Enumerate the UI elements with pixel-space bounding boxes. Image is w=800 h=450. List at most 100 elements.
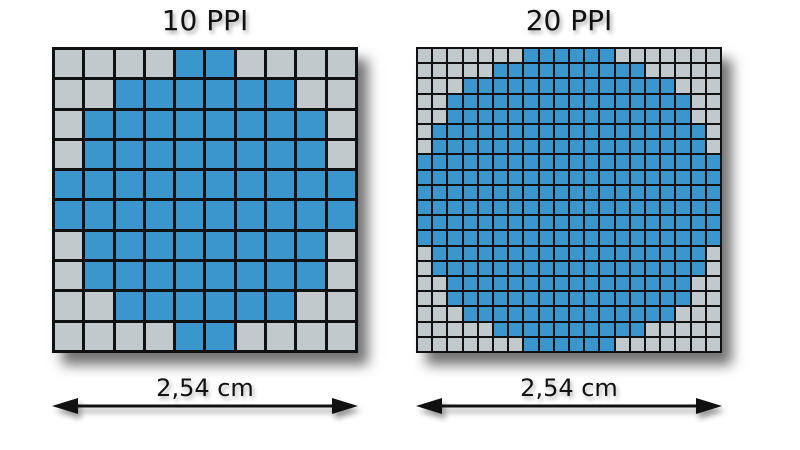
pixel-on — [630, 261, 644, 275]
pixel-on — [524, 322, 538, 336]
pixel-on — [85, 140, 113, 169]
pixel-on — [463, 246, 477, 260]
pixel-on — [539, 64, 553, 78]
pixel-off — [691, 292, 705, 306]
pixel-on — [676, 94, 690, 108]
pixel-on — [676, 140, 690, 154]
pixel-on — [661, 231, 675, 245]
pixel-on — [509, 200, 523, 215]
pixel-on — [554, 307, 568, 321]
pixel-on — [539, 276, 553, 291]
pixel-on — [524, 292, 538, 306]
pixel-on — [585, 79, 599, 93]
pixel-on — [509, 94, 523, 108]
pixel-on — [206, 292, 234, 320]
pixel-on — [524, 185, 538, 199]
pixel-on — [661, 140, 675, 154]
pixel-on — [554, 155, 568, 169]
pixel-on — [493, 140, 508, 154]
pixel-on — [206, 201, 234, 229]
pixel-on — [524, 155, 538, 169]
pixel-on — [478, 216, 492, 230]
pixel-on — [433, 140, 447, 154]
pixel-on — [691, 140, 705, 154]
pixel-on — [600, 292, 614, 306]
pixel-on — [236, 262, 265, 290]
pixel-on — [615, 231, 629, 245]
pixel-on — [509, 246, 523, 260]
pixel-on — [463, 140, 477, 154]
pixel-on — [463, 231, 477, 245]
pixel-on — [463, 94, 477, 108]
pixel-off — [418, 307, 432, 321]
pixel-on — [706, 170, 720, 184]
pixel-on — [600, 337, 614, 351]
pixel-on — [478, 109, 492, 123]
pixel-on — [448, 170, 462, 184]
pixel-off — [145, 322, 174, 350]
pixel-on — [630, 200, 644, 215]
pixel-on — [509, 79, 523, 93]
pixel-on — [539, 307, 553, 321]
pixel-on — [509, 170, 523, 184]
pixel-off — [478, 49, 492, 63]
pixel-on — [463, 79, 477, 93]
pixel-on — [569, 79, 584, 93]
width-label: 2,54 cm — [520, 374, 618, 402]
pixel-on — [600, 94, 614, 108]
pixel-on — [448, 216, 462, 230]
pixel-on — [297, 171, 325, 199]
pixel-off — [418, 124, 432, 139]
pixel-off — [463, 337, 477, 351]
pixel-off — [615, 49, 629, 63]
pixel-on — [645, 140, 660, 154]
pixel-off — [433, 79, 447, 93]
pixel-on — [509, 276, 523, 291]
pixel-on — [585, 246, 599, 260]
pixel-on — [145, 292, 174, 320]
pixel-on — [433, 246, 447, 260]
pixel-on — [206, 50, 234, 78]
pixel-on — [661, 307, 675, 321]
pixel-grid-10ppi — [52, 47, 358, 353]
pixel-on — [645, 307, 660, 321]
pixel-on — [661, 185, 675, 199]
pixel-off — [661, 49, 675, 63]
pixel-off — [630, 49, 644, 63]
pixel-on — [433, 216, 447, 230]
pixel-off — [691, 307, 705, 321]
pixel-on — [418, 200, 432, 215]
pixel-on — [554, 185, 568, 199]
pixel-on — [630, 170, 644, 184]
pixel-on — [554, 292, 568, 306]
pixel-on — [493, 79, 508, 93]
pixel-on — [554, 216, 568, 230]
pixel-on — [569, 216, 584, 230]
pixel-off — [418, 276, 432, 291]
pixel-on — [509, 124, 523, 139]
pixel-on — [493, 276, 508, 291]
pixel-on — [645, 124, 660, 139]
pixel-on — [600, 216, 614, 230]
pixel-on — [585, 94, 599, 108]
pixel-on — [585, 276, 599, 291]
pixel-on — [236, 140, 265, 169]
pixel-on — [554, 79, 568, 93]
pixel-on — [176, 140, 204, 169]
pixel-on — [600, 246, 614, 260]
pixel-on — [493, 292, 508, 306]
pixel-off — [418, 140, 432, 154]
pixel-on — [509, 261, 523, 275]
pixel-off — [297, 80, 325, 108]
pixel-on — [509, 155, 523, 169]
pixel-on — [493, 307, 508, 321]
pixel-on — [297, 110, 325, 138]
pixel-on — [661, 261, 675, 275]
pixel-on — [615, 246, 629, 260]
pixel-on — [236, 231, 265, 260]
pixel-off — [478, 337, 492, 351]
pixel-on — [145, 262, 174, 290]
pixel-on — [539, 124, 553, 139]
pixel-off — [418, 49, 432, 63]
pixel-off — [661, 322, 675, 336]
